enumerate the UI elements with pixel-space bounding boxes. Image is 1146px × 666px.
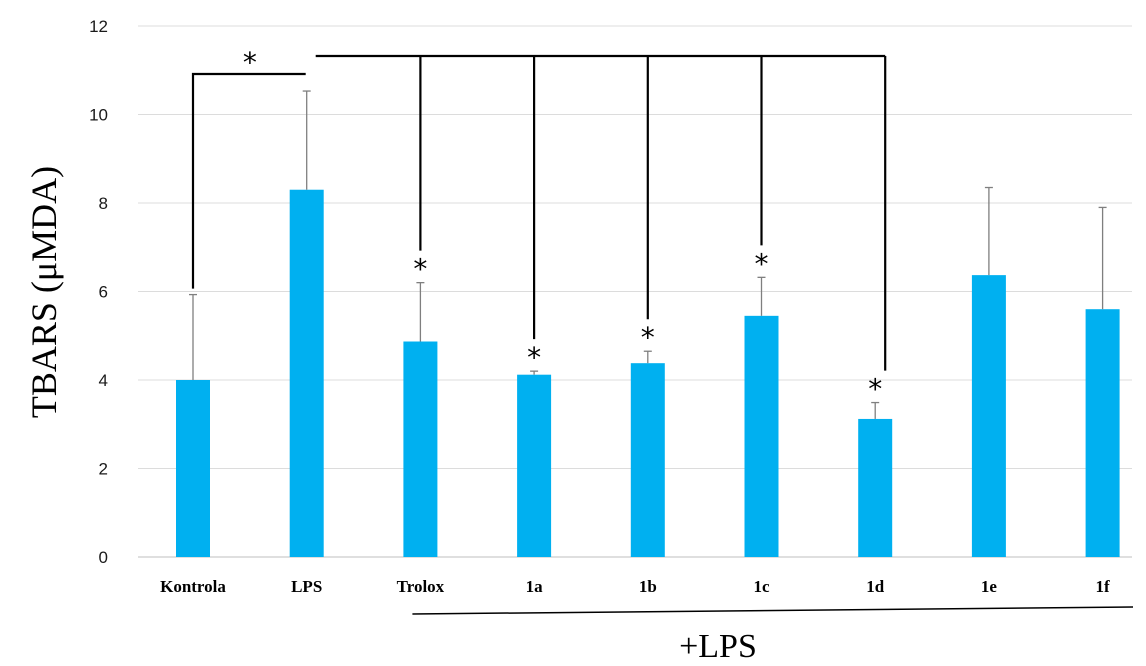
significance-brackets: * * * * * *: [191, 46, 887, 406]
group-label: +LPS: [679, 628, 757, 665]
x-tick-label: 1c: [753, 577, 770, 596]
x-tick-label: Kontrola: [160, 577, 226, 596]
y-tick-label: 4: [99, 371, 108, 390]
x-tick-label: Trolox: [397, 577, 445, 596]
x-tick-label: LPS: [291, 577, 322, 596]
x-tick-label: 1b: [639, 577, 657, 596]
y-axis-ticks: 0 2 4 6 8 10 12: [89, 17, 108, 567]
y-axis-label: TBARS (μMDA): [24, 166, 64, 418]
y-tick-label: 2: [99, 460, 108, 479]
significance-star: *: [413, 253, 427, 286]
bar-kontrola: [176, 380, 210, 557]
x-tick-label: 1d: [866, 577, 885, 596]
x-axis-ticks: Kontrola LPS Trolox 1a 1b 1c 1d 1e 1f: [160, 577, 1110, 596]
x-tick-label: 1e: [981, 577, 998, 596]
significance-star: *: [243, 46, 257, 79]
group-underline: [412, 606, 1134, 615]
bracket-control-vs-lps: [191, 72, 306, 289]
y-tick-label: 12: [89, 17, 108, 36]
bar-1a: [517, 374, 552, 557]
bar-1c: [744, 315, 779, 557]
bar-1f: [1085, 309, 1120, 557]
error-bars: [189, 90, 1107, 419]
bars: [176, 189, 1120, 557]
bar-trolox: [403, 341, 438, 557]
significance-star: *: [527, 341, 541, 374]
y-tick-label: 10: [89, 106, 108, 125]
significance-star: *: [755, 247, 769, 280]
bar-lps: [289, 189, 324, 557]
x-tick-label: 1f: [1096, 577, 1111, 596]
significance-star: *: [641, 321, 655, 354]
y-tick-label: 0: [99, 548, 108, 567]
x-tick-label: 1a: [526, 577, 544, 596]
y-tick-label: 6: [99, 283, 108, 302]
y-tick-label: 8: [99, 194, 108, 213]
bar-1d: [858, 418, 893, 557]
bar-1e: [971, 275, 1006, 557]
significance-star: *: [868, 373, 882, 406]
bar-1b: [630, 363, 665, 557]
